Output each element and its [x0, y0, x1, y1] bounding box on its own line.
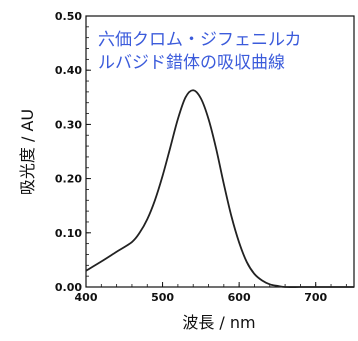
annotation-line-1: 六価クロム・ジフェニルカ [98, 30, 302, 50]
y-tick-label: 0.30 [55, 118, 82, 131]
y-tick-label: 0.50 [55, 10, 82, 23]
absorption-curve [85, 89, 354, 288]
x-tick-label: 400 [75, 291, 98, 304]
x-tick-label: 600 [228, 291, 251, 304]
y-tick-label: 0.00 [55, 281, 82, 294]
x-axis: 400 500 600 700 [75, 282, 347, 304]
y-tick-label: 0.20 [55, 173, 82, 186]
x-axis-title: 波長 / nm [182, 313, 255, 332]
x-tick-label: 500 [151, 291, 174, 304]
annotation-line-2: ルバジド錯体の吸収曲線 [98, 53, 285, 73]
x-tick-label: 700 [304, 291, 327, 304]
y-axis: 0.00 0.10 0.20 0.30 0.40 0.50 [55, 10, 91, 294]
y-tick-label: 0.10 [55, 227, 82, 240]
plot-frame [85, 15, 355, 288]
y-axis-title: 吸光度 / AU [18, 109, 37, 195]
y-tick-label: 0.40 [55, 64, 82, 77]
